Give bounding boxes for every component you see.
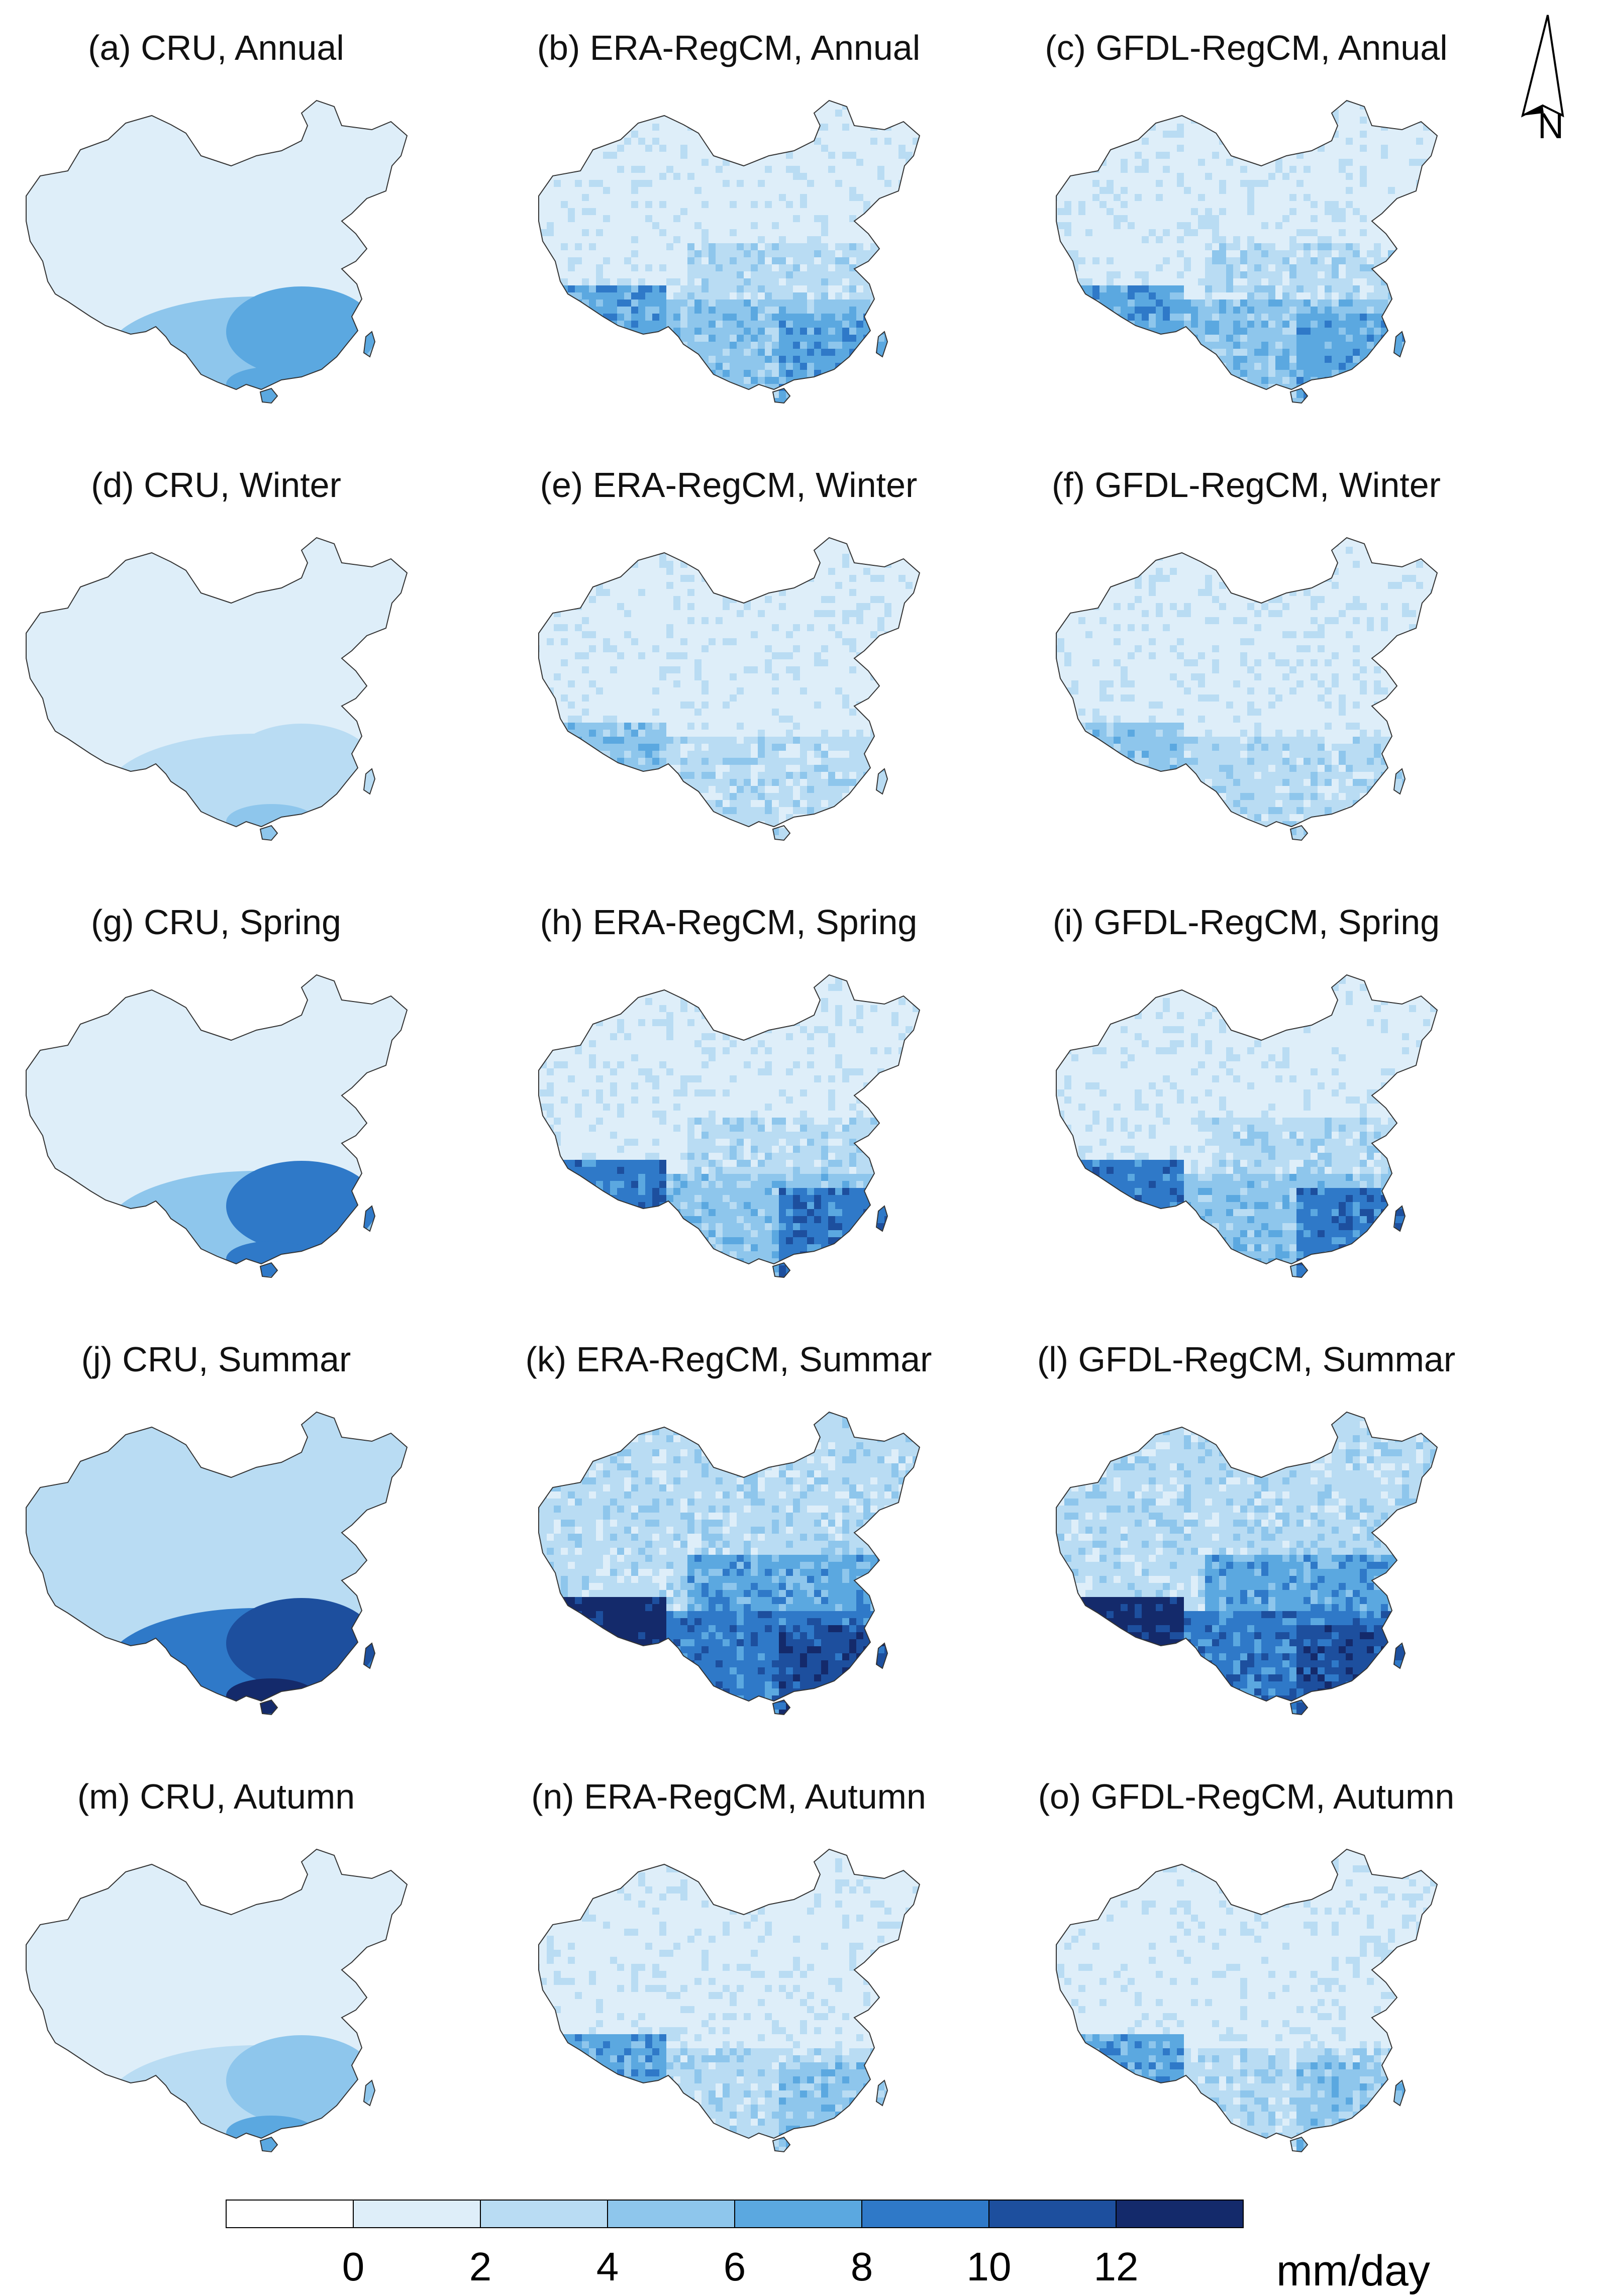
north-label: N (1538, 106, 1564, 147)
panel-title: (o) GFDL-RegCM, Autumn (995, 1776, 1497, 1817)
panel-title: (m) CRU, Autumn (0, 1776, 467, 1817)
precipitation-map (533, 1844, 925, 2176)
panel-title: (f) GFDL-RegCM, Winter (995, 465, 1497, 505)
colorbar-segment (735, 2200, 862, 2228)
precipitation-map (20, 533, 412, 864)
colorbar-segment (1116, 2200, 1243, 2228)
panel-title: (i) GFDL-RegCM, Spring (995, 902, 1497, 942)
panel-title: (c) GFDL-RegCM, Annual (995, 28, 1497, 68)
precipitation-map (1050, 95, 1442, 427)
precipitation-map (1050, 970, 1442, 1302)
colorbar-segment (989, 2200, 1116, 2228)
colorbar-segment (480, 2200, 608, 2228)
precipitation-map (20, 1407, 412, 1739)
panel-title: (b) ERA-RegCM, Annual (477, 28, 980, 68)
colorbar-segment (226, 2200, 353, 2228)
colorbar-tick-label: 12 (1091, 2244, 1141, 2290)
colorbar-segment (862, 2200, 989, 2228)
precipitation-map (20, 1844, 412, 2176)
panel-title: (g) CRU, Spring (0, 902, 467, 942)
panel-title: (e) ERA-RegCM, Winter (477, 465, 980, 505)
panel-title: (k) ERA-RegCM, Summar (477, 1339, 980, 1379)
colorbar-tick-label: 10 (964, 2244, 1014, 2290)
colorbar-tick-label: 0 (328, 2244, 378, 2290)
precipitation-map (533, 970, 925, 1302)
colorbar-segment (353, 2200, 480, 2228)
precipitation-map (533, 1407, 925, 1739)
panel-title: (h) ERA-RegCM, Spring (477, 902, 980, 942)
precipitation-map (1050, 1407, 1442, 1739)
precipitation-map (1050, 533, 1442, 864)
colorbar-units-label: mm/day (1276, 2246, 1430, 2296)
colorbar-tick-label: 2 (455, 2244, 506, 2290)
precipitation-map (533, 95, 925, 427)
panel-title: (l) GFDL-RegCM, Summar (995, 1339, 1497, 1379)
colorbar-tick-label: 8 (837, 2244, 887, 2290)
colorbar-tick-label: 4 (582, 2244, 633, 2290)
precipitation-map (20, 970, 412, 1302)
panel-title: (j) CRU, Summar (0, 1339, 467, 1379)
panel-title: (d) CRU, Winter (0, 465, 467, 505)
precipitation-map (20, 95, 412, 427)
precipitation-map (1050, 1844, 1442, 2176)
precipitation-map (533, 533, 925, 864)
colorbar-segment (608, 2200, 735, 2228)
panel-title: (n) ERA-RegCM, Autumn (477, 1776, 980, 1817)
colorbar-tick-label: 6 (710, 2244, 760, 2290)
panel-title: (a) CRU, Annual (0, 28, 467, 68)
